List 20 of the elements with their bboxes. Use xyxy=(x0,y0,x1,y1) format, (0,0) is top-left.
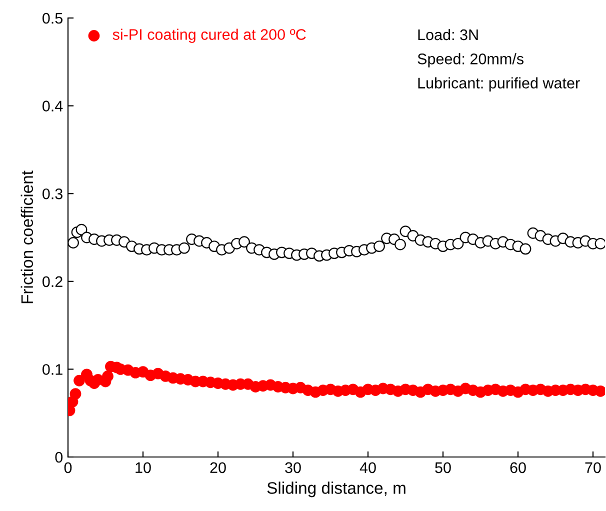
x-tick-label: 30 xyxy=(285,462,301,474)
annotation: Load: 3N xyxy=(418,28,478,40)
annotation: Speed: 20mm/s xyxy=(418,53,524,68)
x-tick-label: 50 xyxy=(435,462,451,474)
x-tick-label: 10 xyxy=(136,462,151,474)
y-tick-label: 0.3 xyxy=(42,188,62,200)
x-tick-label: 0 xyxy=(64,462,72,474)
y-tick-label: 0.4 xyxy=(42,100,63,112)
annotation: Lubricant: purified water xyxy=(418,77,580,92)
x-tick-label: 60 xyxy=(510,462,526,474)
x-axis-title: Sliding distance, m xyxy=(267,482,406,498)
y-tick-label: 0.1 xyxy=(42,364,62,375)
y-tick-label: 0.5 xyxy=(42,12,62,24)
legend-label: si-PI coating cured at 200 ºC xyxy=(112,28,306,43)
x-tick-label: 40 xyxy=(360,462,376,474)
x-tick-label: 70 xyxy=(585,462,601,474)
y-tick-label: 0.2 xyxy=(42,276,62,288)
y-axis-title: Friction coefficient xyxy=(20,170,34,304)
y-tick-label: 0 xyxy=(55,452,63,463)
x-tick-label: 20 xyxy=(210,462,226,474)
